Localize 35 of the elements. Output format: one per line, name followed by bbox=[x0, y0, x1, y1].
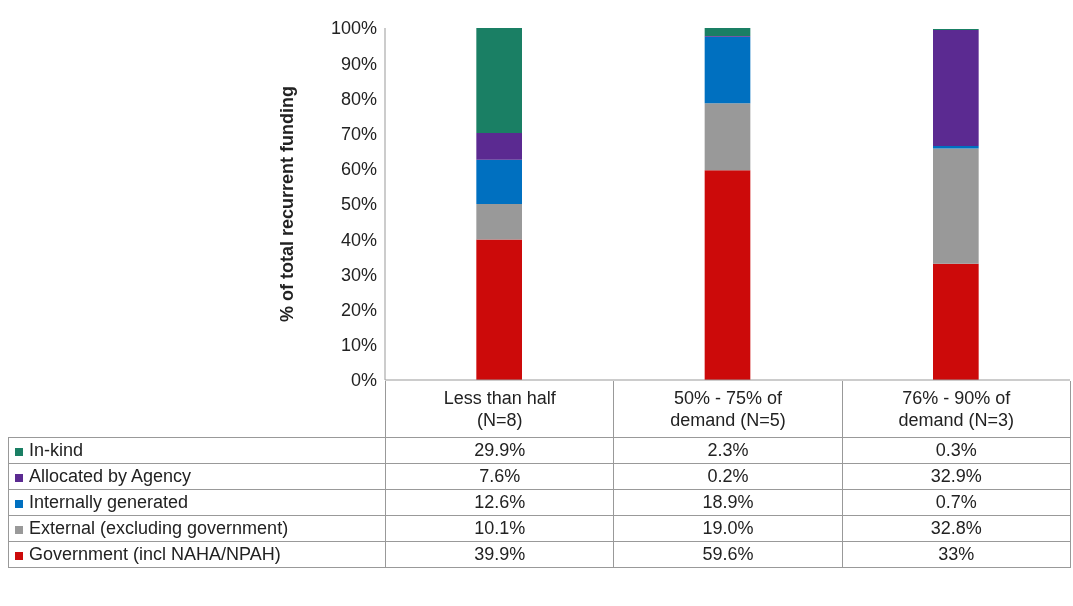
y-tick-label: 30% bbox=[340, 264, 377, 285]
y-tick-label: 20% bbox=[340, 299, 377, 320]
data-label: 18.9% bbox=[613, 489, 843, 515]
y-tick-label: 60% bbox=[340, 159, 377, 180]
legend-label: External (excluding government) bbox=[29, 517, 289, 538]
data-label: 10.1% bbox=[385, 515, 614, 541]
y-tick-label: 80% bbox=[340, 88, 377, 109]
x-tick-label: 76% - 90% of demand (N=3) bbox=[842, 381, 1071, 437]
data-label: 19.0% bbox=[613, 515, 843, 541]
y-tick-label: 100% bbox=[330, 18, 377, 39]
data-label: 0.3% bbox=[842, 437, 1071, 463]
y-tick-label: 10% bbox=[340, 335, 377, 356]
data-label: 32.9% bbox=[842, 463, 1071, 489]
data-label: 0.7% bbox=[842, 489, 1071, 515]
data-label: 33% bbox=[842, 541, 1071, 567]
legend-label: In-kind bbox=[29, 439, 84, 460]
y-tick-label: 90% bbox=[340, 53, 377, 74]
data-label: 0.2% bbox=[613, 463, 843, 489]
data-label: 29.9% bbox=[385, 437, 614, 463]
y-tick-label: 70% bbox=[340, 123, 377, 144]
y-axis-title: % of total recurrent funding bbox=[277, 86, 298, 322]
data-label: 32.8% bbox=[842, 515, 1071, 541]
x-tick-label: 50% - 75% of demand (N=5) bbox=[613, 381, 843, 437]
legend-label: Government (incl NAHA/NPAH) bbox=[29, 543, 281, 564]
data-label: 7.6% bbox=[385, 463, 614, 489]
legend-label: Internally generated bbox=[29, 491, 189, 512]
data-label: 12.6% bbox=[385, 489, 614, 515]
data-label: 39.9% bbox=[385, 541, 614, 567]
y-tick-label: 50% bbox=[340, 194, 377, 215]
data-label: 59.6% bbox=[613, 541, 843, 567]
legend-label: Allocated by Agency bbox=[29, 465, 192, 486]
y-tick-label: 40% bbox=[340, 229, 377, 250]
x-tick-label: Less than half (N=8) bbox=[385, 381, 614, 437]
y-tick-label: 0% bbox=[350, 370, 377, 391]
data-label: 2.3% bbox=[613, 437, 843, 463]
